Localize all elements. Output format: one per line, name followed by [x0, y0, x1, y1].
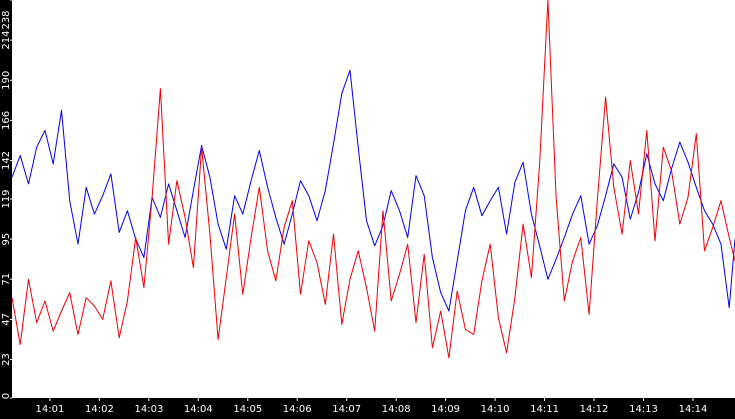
x-tick-label: 14:11 — [530, 404, 559, 415]
y-tick-label: 214 — [1, 31, 12, 50]
y-tick-label: 23 — [1, 353, 12, 366]
x-tick-label: 14:12 — [580, 404, 609, 415]
x-tick-label: 14:07 — [332, 404, 361, 415]
x-tick-label: 14:08 — [382, 404, 411, 415]
x-tick-label: 14:03 — [134, 404, 163, 415]
y-tick-label: 47 — [1, 313, 12, 326]
x-tick-label: 14:09 — [431, 404, 460, 415]
x-tick-label: 14:06 — [283, 404, 312, 415]
x-tick-label: 14:02 — [85, 404, 114, 415]
x-tick-label: 14:13 — [629, 404, 658, 415]
series-layer — [11, 0, 735, 359]
y-axis: 0 23 47 71 95 119 142 166 190 214 238 — [1, 0, 12, 399]
y-tick-label: 95 — [1, 233, 12, 246]
y-tick-label: 166 — [1, 111, 12, 130]
plot-area — [12, 0, 735, 398]
series-1-line — [11, 69, 735, 312]
y-tick-label: 119 — [1, 189, 12, 208]
x-tick-label: 14:01 — [35, 404, 64, 415]
y-tick-label: 71 — [1, 273, 12, 286]
series-2-line — [11, 0, 735, 359]
x-tick-label: 14:04 — [184, 404, 213, 415]
x-tick-label: 14:05 — [233, 404, 262, 415]
x-tick-label: 14:14 — [679, 404, 708, 415]
y-tick-label: 0 — [1, 393, 12, 399]
x-axis: 14:01 14:02 14:03 14:04 14:05 14:06 14:07 14:08… — [35, 398, 707, 415]
y-tick-label: 238 — [1, 10, 12, 29]
y-tick-label: 190 — [1, 71, 12, 90]
y-tick-label: 142 — [1, 151, 12, 170]
x-tick-label: 14:10 — [481, 404, 510, 415]
